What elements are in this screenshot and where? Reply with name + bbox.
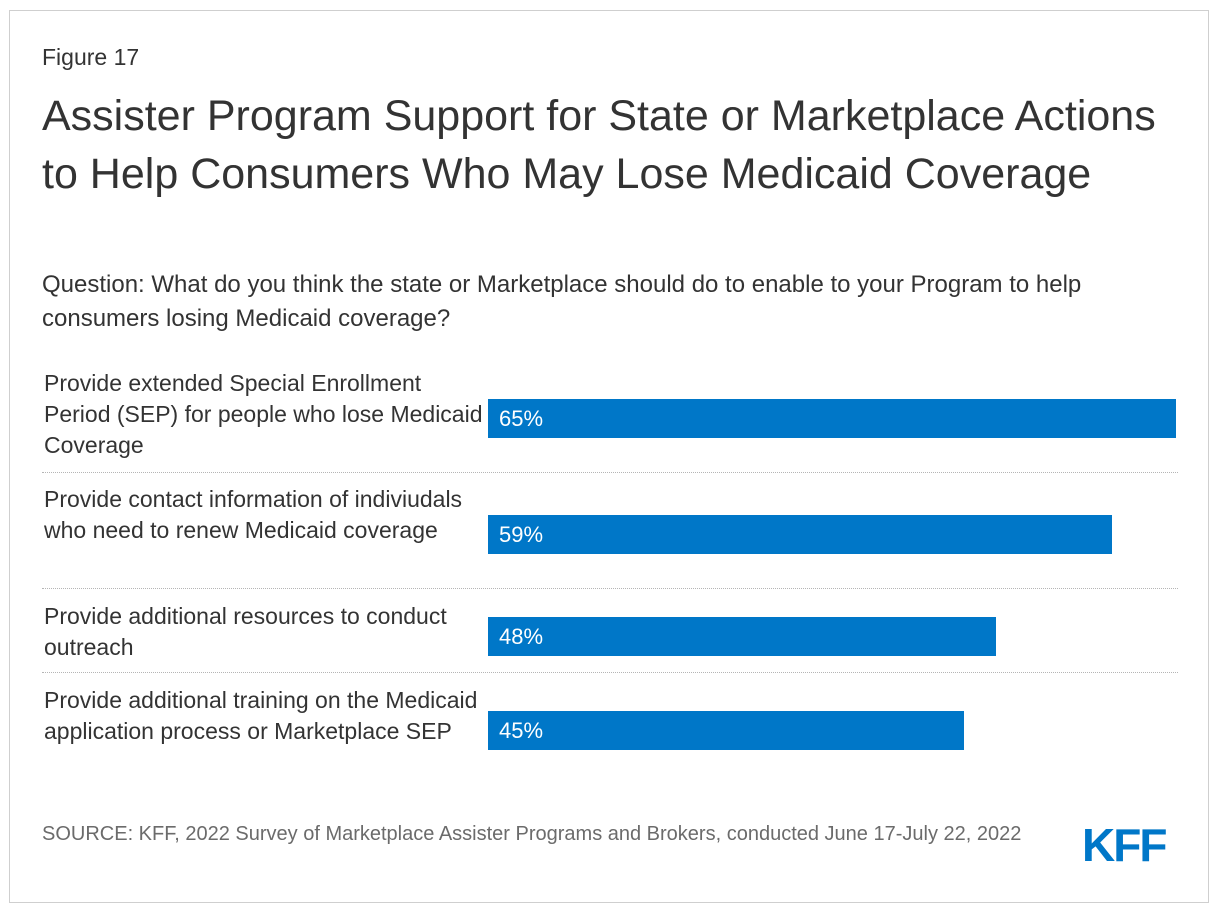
chart-subtitle: Question: What do you think the state or… xyxy=(42,271,1082,332)
chart-title: Assister Program Support for State or Ma… xyxy=(42,92,1156,198)
source-note: SOURCE: KFF, 2022 Survey of Marketplace … xyxy=(42,823,1022,845)
bar: 65% xyxy=(488,399,1176,438)
bar: 48% xyxy=(488,617,996,656)
category-label: Provide contact information of indiviuda… xyxy=(44,486,463,543)
bar-row: Provide additional resources to conduct … xyxy=(42,596,1178,672)
bar-chart: Provide extended Special Enrollment Peri… xyxy=(42,364,1178,784)
bar-row: Provide additional training on the Medic… xyxy=(42,680,1178,780)
bar-value-label: 45% xyxy=(499,718,544,743)
category-label: Provide additional training on the Medic… xyxy=(44,687,478,744)
figure-label: Figure 17 xyxy=(42,44,140,70)
bar: 45% xyxy=(488,711,964,750)
row-divider xyxy=(42,472,1178,473)
logo-text: KFF xyxy=(1082,822,1166,864)
bar-row: Provide contact information of indiviuda… xyxy=(42,480,1178,588)
bar-value-label: 59% xyxy=(499,522,544,547)
bar-row: Provide extended Special Enrollment Peri… xyxy=(42,364,1178,472)
kff-logo-mark: KFF xyxy=(1082,819,1168,871)
category-label: Provide additional resources to conduct … xyxy=(44,603,447,660)
bar-value-label: 65% xyxy=(499,406,544,431)
row-divider xyxy=(42,672,1178,673)
bar: 59% xyxy=(488,515,1112,554)
bar-value-label: 48% xyxy=(499,624,544,649)
category-label: Provide extended Special Enrollment Peri… xyxy=(44,370,483,458)
row-divider xyxy=(42,588,1178,589)
figure-frame xyxy=(9,10,1209,903)
kff-logo: KFF xyxy=(1082,819,1178,871)
